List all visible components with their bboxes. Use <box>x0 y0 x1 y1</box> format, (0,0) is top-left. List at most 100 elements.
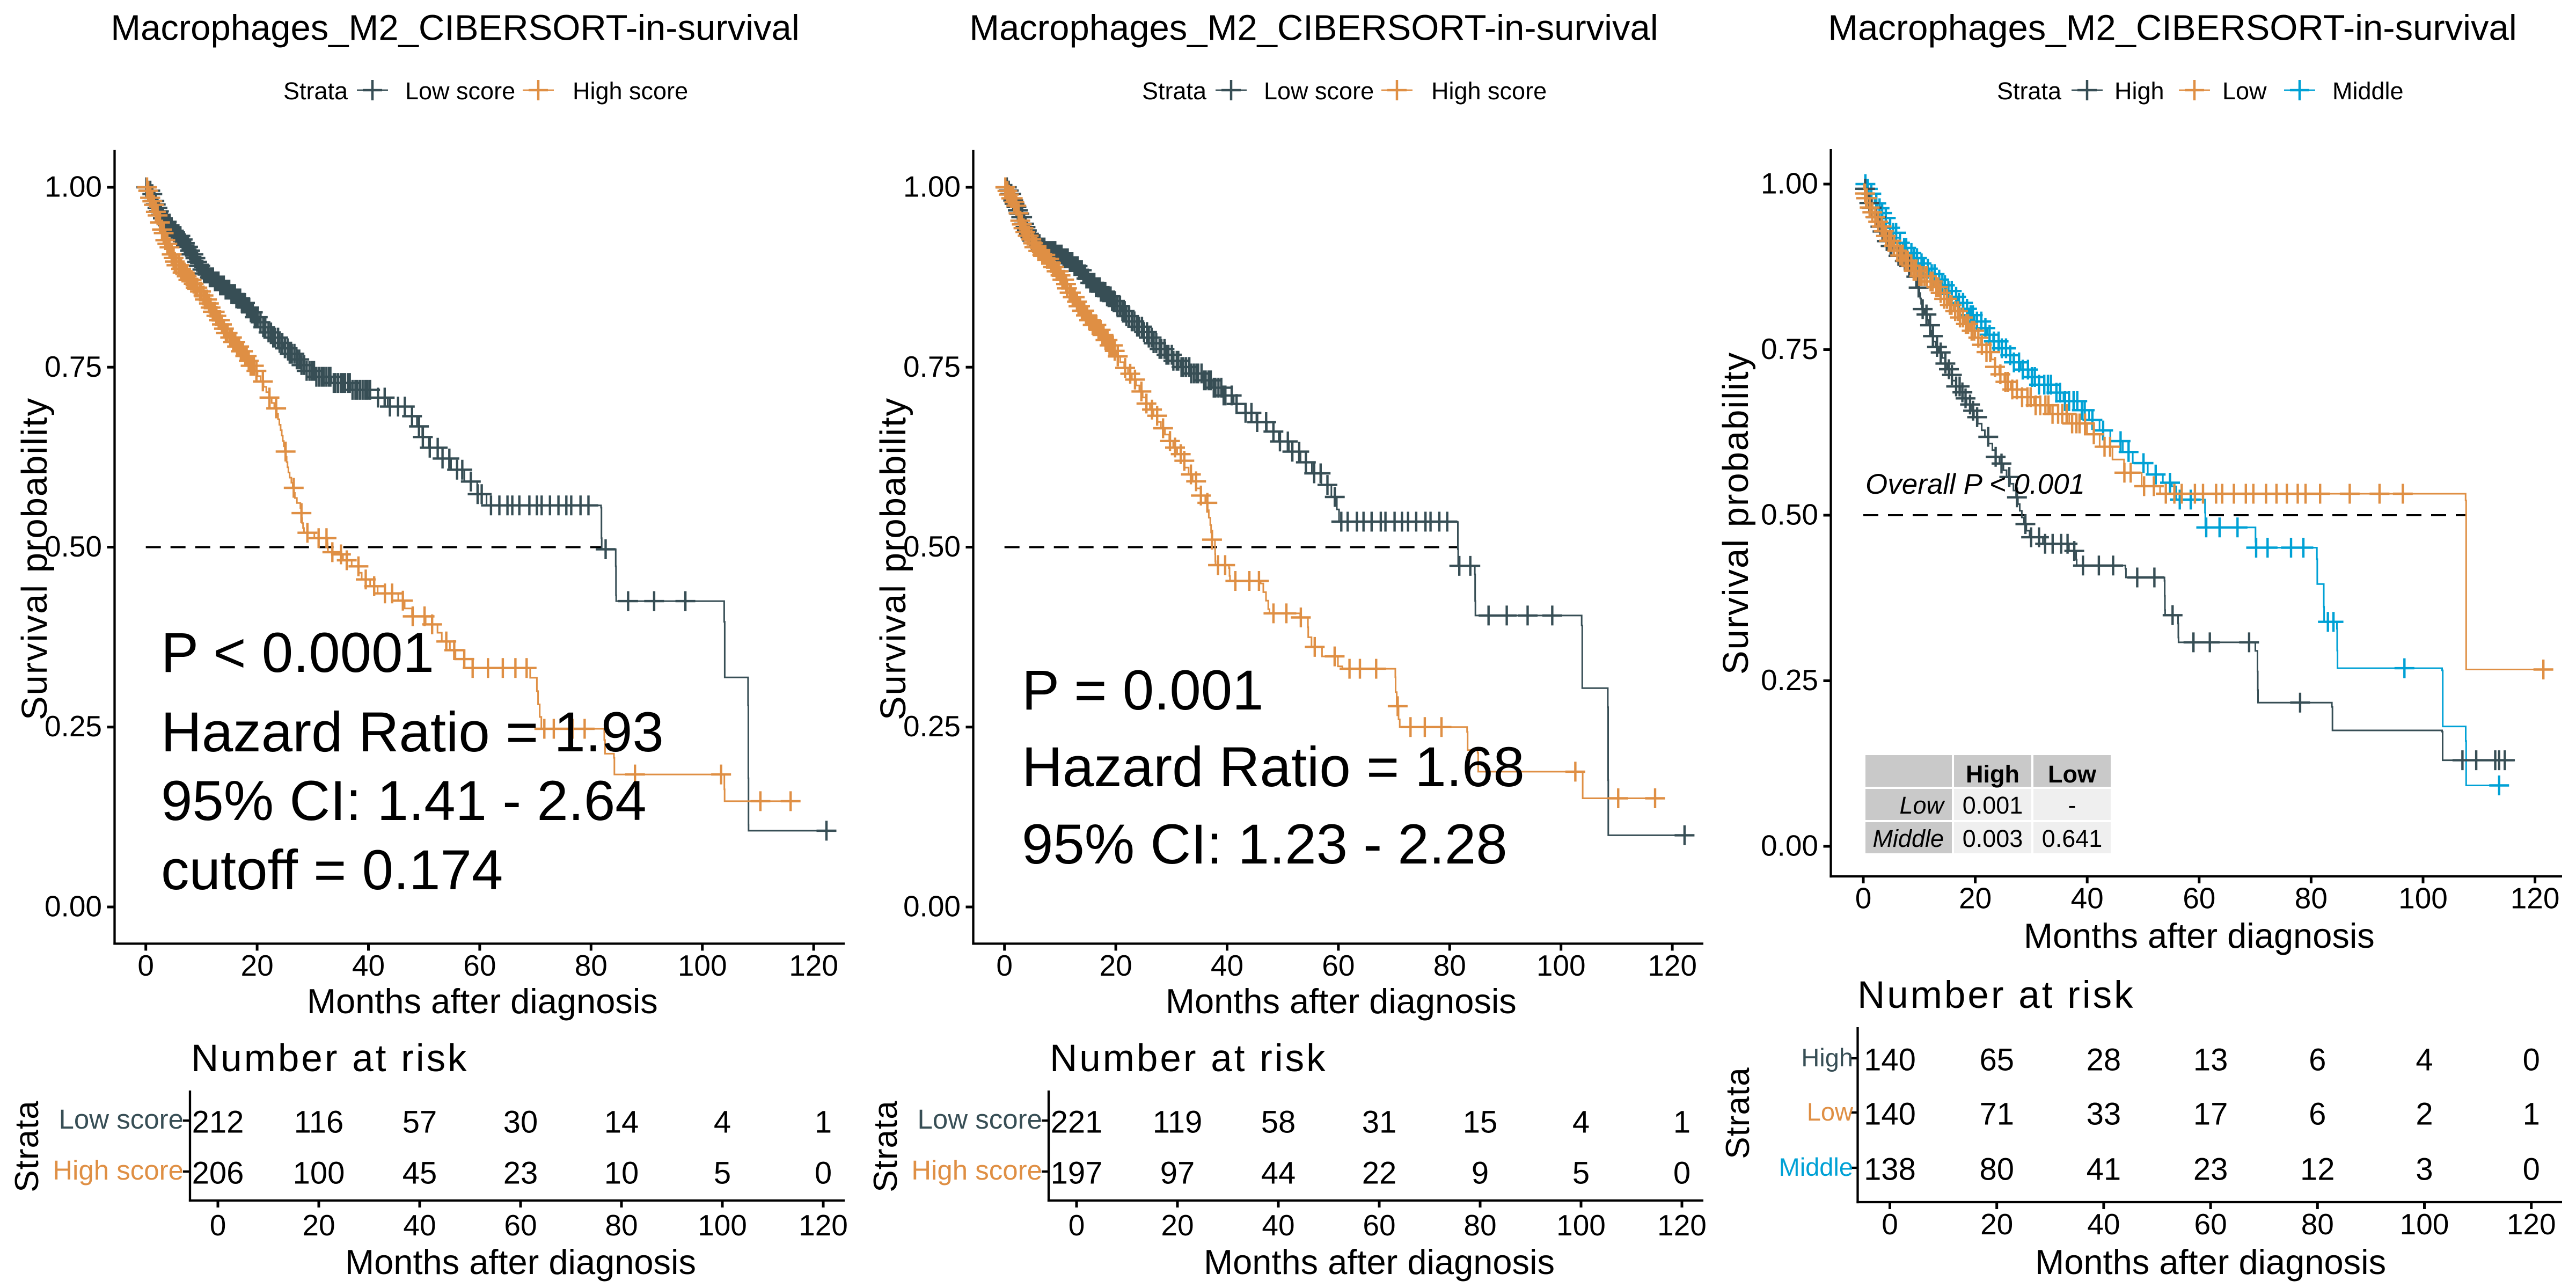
svg-text:20: 20 <box>241 949 274 982</box>
svg-text:44: 44 <box>1261 1156 1296 1191</box>
svg-text:Number at risk: Number at risk <box>1857 974 2135 1016</box>
svg-text:High score: High score <box>911 1155 1042 1185</box>
svg-text:58: 58 <box>1261 1105 1296 1140</box>
svg-text:0: 0 <box>1882 1208 1898 1241</box>
svg-text:Low score: Low score <box>59 1104 184 1135</box>
svg-text:0.50: 0.50 <box>1761 498 1818 531</box>
svg-text:P = 0.001: P = 0.001 <box>1022 659 1264 722</box>
svg-text:17: 17 <box>2193 1097 2228 1132</box>
svg-text:0.50: 0.50 <box>903 530 961 563</box>
svg-text:P < 0.0001: P < 0.0001 <box>161 621 434 684</box>
svg-text:High: High <box>2114 77 2164 105</box>
svg-text:60: 60 <box>2183 882 2215 915</box>
svg-text:1.00: 1.00 <box>1761 167 1818 200</box>
svg-text:1: 1 <box>815 1105 832 1140</box>
svg-text:4: 4 <box>714 1105 731 1140</box>
svg-text:33: 33 <box>2087 1097 2121 1132</box>
svg-text:0.75: 0.75 <box>903 350 961 383</box>
svg-text:116: 116 <box>294 1105 343 1140</box>
svg-text:Low score: Low score <box>918 1104 1042 1135</box>
svg-text:40: 40 <box>2087 1208 2120 1241</box>
svg-text:60: 60 <box>504 1209 537 1242</box>
svg-text:Months after diagnosis: Months after diagnosis <box>1166 982 1517 1021</box>
svg-text:212: 212 <box>192 1105 244 1140</box>
svg-text:Months after diagnosis: Months after diagnosis <box>345 1242 696 1282</box>
svg-text:120: 120 <box>1657 1209 1707 1242</box>
svg-text:Hazard Ratio = 1.93: Hazard Ratio = 1.93 <box>161 701 664 764</box>
svg-text:0: 0 <box>815 1156 832 1191</box>
svg-text:Strata: Strata <box>1719 1067 1757 1159</box>
svg-text:Strata: Strata <box>283 77 348 105</box>
svg-text:60: 60 <box>2194 1208 2227 1241</box>
svg-text:Months after diagnosis: Months after diagnosis <box>2035 1242 2386 1282</box>
svg-text:40: 40 <box>1262 1209 1294 1242</box>
svg-text:140: 140 <box>1864 1097 1916 1132</box>
svg-text:40: 40 <box>403 1209 436 1242</box>
svg-text:120: 120 <box>1648 949 1697 982</box>
svg-text:100: 100 <box>293 1156 345 1191</box>
svg-text:Low score: Low score <box>1264 77 1374 105</box>
svg-text:20: 20 <box>1161 1209 1194 1242</box>
svg-text:120: 120 <box>799 1209 848 1242</box>
svg-text:14: 14 <box>604 1105 639 1140</box>
svg-text:100: 100 <box>1536 949 1586 982</box>
svg-text:Survival probability: Survival probability <box>1716 352 1756 675</box>
svg-text:20: 20 <box>1100 949 1132 982</box>
svg-text:0.003: 0.003 <box>1963 825 2023 852</box>
svg-text:120: 120 <box>789 949 838 982</box>
svg-text:0.25: 0.25 <box>903 709 961 743</box>
svg-text:13: 13 <box>2193 1043 2228 1078</box>
svg-text:40: 40 <box>1211 949 1243 982</box>
svg-text:6: 6 <box>2309 1043 2326 1078</box>
svg-text:0.25: 0.25 <box>45 709 102 743</box>
svg-text:80: 80 <box>575 949 608 982</box>
svg-text:97: 97 <box>1160 1156 1195 1191</box>
svg-text:65: 65 <box>1979 1043 2014 1078</box>
svg-text:High score: High score <box>1431 77 1547 105</box>
svg-text:197: 197 <box>1051 1156 1103 1191</box>
svg-text:15: 15 <box>1463 1105 1498 1140</box>
svg-text:140: 140 <box>1864 1043 1916 1078</box>
svg-text:0: 0 <box>2523 1043 2540 1078</box>
svg-text:28: 28 <box>2087 1043 2121 1078</box>
svg-text:Macrophages_M2_CIBERSORT-in-su: Macrophages_M2_CIBERSORT-in-survival <box>1828 8 2516 48</box>
svg-text:0.25: 0.25 <box>1761 663 1818 697</box>
svg-text:0: 0 <box>1855 882 1872 915</box>
svg-text:95% CI: 1.41 - 2.64: 95% CI: 1.41 - 2.64 <box>161 770 647 832</box>
svg-text:100: 100 <box>678 949 727 982</box>
svg-text:80: 80 <box>1463 1209 1496 1242</box>
svg-text:1.00: 1.00 <box>903 170 961 203</box>
svg-text:Middle: Middle <box>1779 1153 1853 1181</box>
svg-text:High score: High score <box>573 77 688 105</box>
svg-text:2: 2 <box>2416 1097 2433 1132</box>
svg-text:5: 5 <box>714 1156 731 1191</box>
svg-text:0.00: 0.00 <box>45 890 102 923</box>
svg-text:High: High <box>1966 760 2019 788</box>
svg-text:0.75: 0.75 <box>45 350 102 383</box>
svg-text:5: 5 <box>1572 1156 1590 1191</box>
svg-text:Strata: Strata <box>867 1100 904 1192</box>
svg-text:Low: Low <box>2222 77 2267 105</box>
svg-text:20: 20 <box>302 1209 335 1242</box>
svg-text:Survival probability: Survival probability <box>14 397 55 720</box>
svg-text:40: 40 <box>2071 882 2104 915</box>
svg-text:100: 100 <box>698 1209 747 1242</box>
svg-text:Survival probability: Survival probability <box>873 397 913 720</box>
svg-text:80: 80 <box>1979 1152 2014 1187</box>
svg-text:221: 221 <box>1051 1105 1103 1140</box>
svg-text:60: 60 <box>463 949 496 982</box>
svg-text:80: 80 <box>1433 949 1466 982</box>
svg-text:Months after diagnosis: Months after diagnosis <box>2024 916 2375 955</box>
svg-text:80: 80 <box>605 1209 638 1242</box>
svg-text:Low: Low <box>1807 1097 1854 1126</box>
svg-text:1: 1 <box>1673 1105 1690 1140</box>
svg-text:Months after diagnosis: Months after diagnosis <box>1204 1242 1555 1282</box>
svg-text:Low: Low <box>1899 792 1945 819</box>
svg-text:1: 1 <box>2523 1097 2540 1132</box>
svg-text:Strata: Strata <box>1997 77 2062 105</box>
svg-text:119: 119 <box>1153 1105 1202 1140</box>
svg-text:10: 10 <box>604 1156 639 1191</box>
svg-text:Number at risk: Number at risk <box>1050 1037 1328 1080</box>
svg-text:-: - <box>2068 792 2076 819</box>
svg-text:Overall P < 0.001: Overall P < 0.001 <box>1865 469 2085 500</box>
